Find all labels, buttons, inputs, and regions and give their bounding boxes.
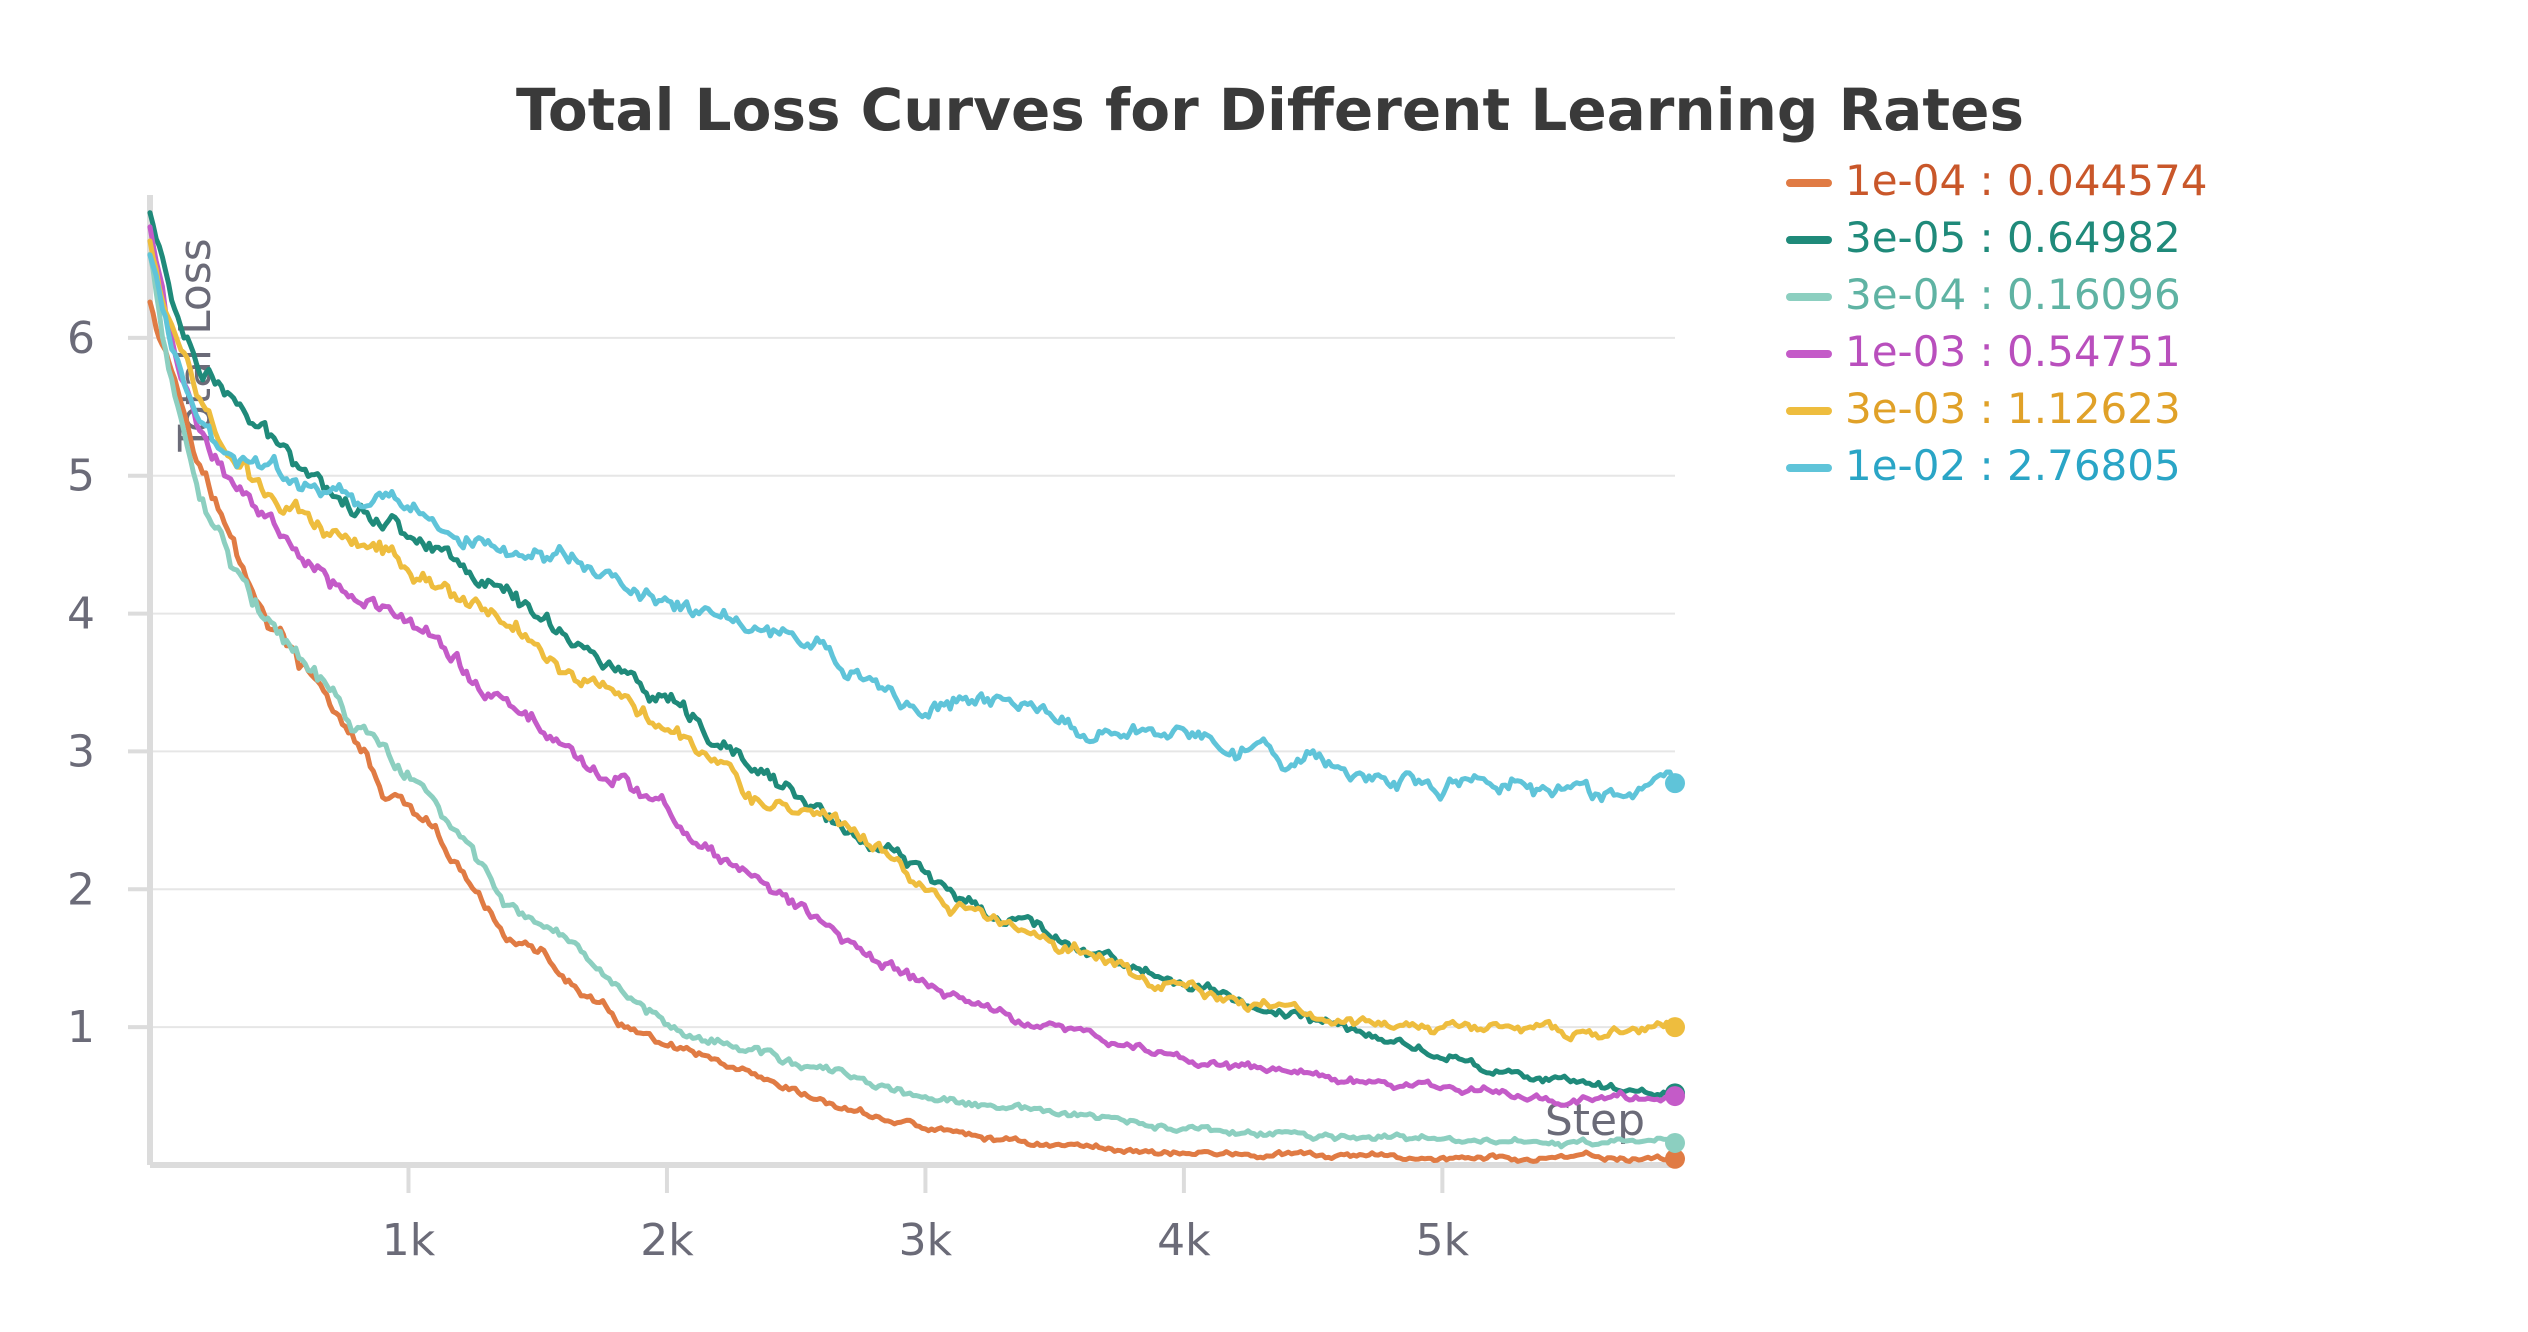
x-tick-label: 1k (382, 1215, 436, 1266)
y-tick-label: 2 (67, 864, 95, 915)
series-line-1e-04 (147, 299, 1678, 1164)
legend-final-value: 2.76805 (2007, 441, 2181, 490)
series-line-3e-03 (147, 238, 1678, 1043)
legend-separator: : (1966, 441, 2007, 490)
series-line-3e-04 (147, 251, 1678, 1150)
legend-separator: : (1966, 270, 2007, 319)
y-tick-label: 6 (67, 313, 95, 364)
series-endpoint-1e-03 (1665, 1086, 1685, 1107)
legend-series-name: 3e-05 (1845, 213, 1966, 262)
series-endpoint-1e-02 (1665, 773, 1685, 794)
chart-title: Total Loss Curves for Different Learning… (516, 76, 2024, 144)
legend-series-name: 1e-02 (1845, 441, 1966, 490)
legend-final-value: 0.044574 (2007, 156, 2207, 205)
y-tick-label: 5 (67, 451, 95, 502)
legend-separator: : (1966, 384, 2007, 433)
legend-entry: 1e-03 : 0.54751 (1845, 327, 2181, 376)
legend-separator: : (1966, 156, 2007, 205)
x-tick-label: 4k (1157, 1215, 1211, 1266)
legend-entry: 3e-05 : 0.64982 (1845, 213, 2181, 262)
series-line-1e-02 (147, 252, 1678, 804)
legend: 1e-04 : 0.044574 3e-05 : 0.64982 3e-04 : 0… (1786, 156, 2207, 490)
legend-final-value: 1.12623 (2007, 384, 2181, 433)
legend-entry: 3e-04 : 0.16096 (1845, 270, 2181, 319)
legend-final-value: 0.64982 (2007, 213, 2181, 262)
legend-series-name: 1e-04 (1845, 156, 1966, 205)
y-tick-label: 3 (67, 726, 95, 777)
series-endpoint-1e-04 (1665, 1148, 1685, 1169)
legend-entry: 3e-03 : 1.12623 (1845, 384, 2181, 433)
legend-series-name: 1e-03 (1845, 327, 1966, 376)
grid-lines (150, 336, 1675, 1029)
x-tick-label: 5k (1416, 1215, 1470, 1266)
legend-separator: : (1966, 327, 2007, 376)
legend-series-name: 3e-04 (1845, 270, 1966, 319)
legend-final-value: 0.54751 (2007, 327, 2181, 376)
y-tick-label: 1 (67, 1002, 95, 1053)
legend-series-name: 3e-03 (1845, 384, 1966, 433)
series-line-3e-05 (147, 210, 1678, 1099)
series-endpoint-3e-04 (1665, 1132, 1685, 1153)
legend-entry: 1e-04 : 0.044574 (1845, 156, 2207, 205)
x-tick-label: 3k (899, 1215, 953, 1266)
legend-entry: 1e-02 : 2.76805 (1845, 441, 2181, 490)
series-line-1e-03 (147, 224, 1678, 1108)
legend-separator: : (1966, 213, 2007, 262)
y-tick-label: 4 (67, 589, 95, 640)
legend-final-value: 0.16096 (2007, 270, 2181, 319)
x-tick-label: 2k (640, 1215, 694, 1266)
series-endpoint-3e-03 (1665, 1017, 1685, 1038)
series-lines (147, 210, 1685, 1169)
